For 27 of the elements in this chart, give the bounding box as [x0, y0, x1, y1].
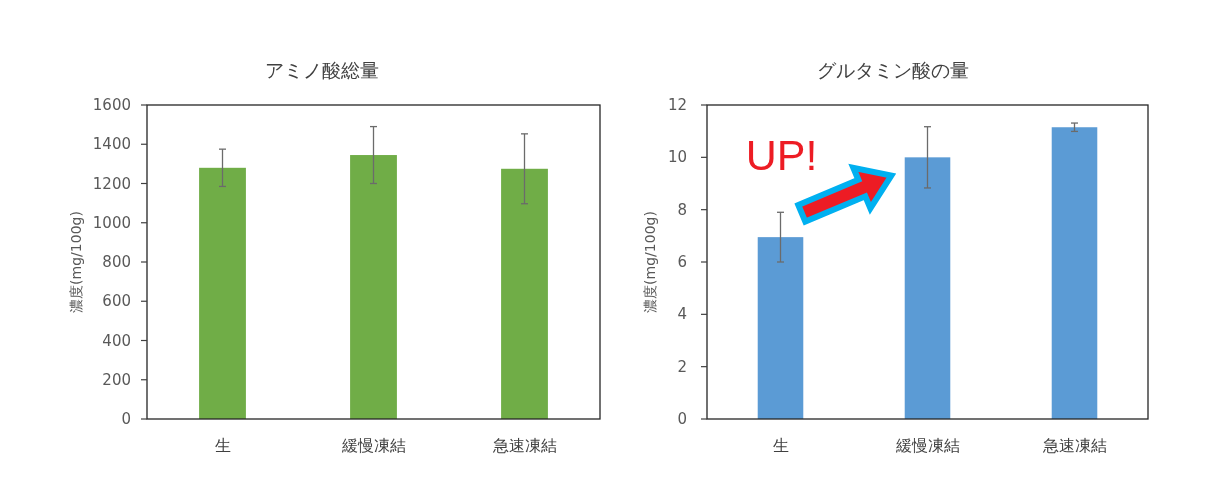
- ylabel: 濃度(mg/100g): [68, 211, 84, 313]
- ytick-label: 200: [102, 370, 131, 389]
- ytick-label: 6: [677, 253, 687, 271]
- ytick-label: 2: [677, 357, 687, 376]
- ytick-label: 1400: [92, 135, 131, 154]
- category-label: 緩慢凍結: [895, 436, 960, 455]
- ytick-label: 0: [121, 410, 131, 428]
- category-label: 急速凍結: [492, 436, 557, 455]
- ytick-label: 12: [667, 96, 687, 114]
- category-label: 緩慢凍結: [341, 436, 406, 455]
- ytick-label: 1000: [92, 213, 131, 232]
- ytick-label: 4: [677, 305, 687, 324]
- ytick-label: 1600: [92, 96, 131, 114]
- ytick-label: 400: [102, 331, 131, 350]
- ytick-label: 1200: [92, 174, 131, 193]
- category-label: 生: [772, 436, 789, 455]
- ytick-label: 10: [667, 148, 687, 167]
- annotation: UP!: [745, 131, 818, 179]
- category-label: 生: [214, 436, 231, 455]
- ytick-label: 0: [677, 410, 687, 428]
- ylabel: 濃度(mg/100g): [642, 211, 658, 313]
- title: グルタミン酸の量: [817, 59, 969, 81]
- ytick-label: 800: [102, 253, 131, 271]
- ytick-label: 600: [102, 292, 131, 311]
- category-label: 急速凍結: [1042, 436, 1107, 455]
- title: アミノ酸総量: [265, 59, 379, 81]
- ytick-label: 8: [677, 200, 687, 219]
